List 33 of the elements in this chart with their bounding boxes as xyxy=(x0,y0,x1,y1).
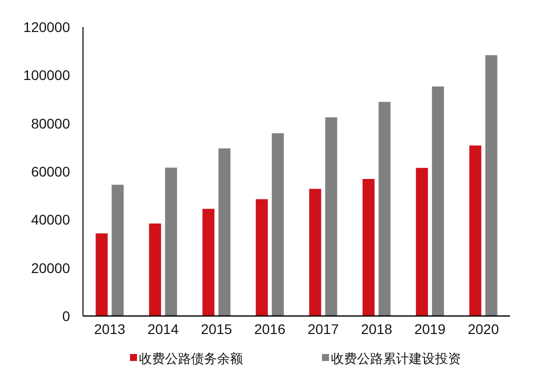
y-tick-label: 60000 xyxy=(31,164,70,180)
x-tick-label: 2013 xyxy=(94,321,126,337)
bar xyxy=(112,184,124,316)
bar xyxy=(485,55,498,316)
x-tick-label: 2015 xyxy=(200,321,232,337)
bar xyxy=(256,199,268,316)
x-tick-label: 2014 xyxy=(147,321,179,337)
bar xyxy=(165,168,178,316)
legend-label: 收费公路债务余额 xyxy=(139,351,243,366)
bar xyxy=(432,86,444,316)
bar xyxy=(218,148,230,316)
y-tick-label: 20000 xyxy=(31,260,70,276)
x-tick-label: 2020 xyxy=(468,321,500,337)
bar xyxy=(272,133,284,316)
bar xyxy=(309,188,322,316)
y-tick-label: 40000 xyxy=(31,212,70,228)
bar xyxy=(96,233,108,316)
x-tick-label: 2019 xyxy=(414,321,446,337)
y-tick-label: 100000 xyxy=(23,67,70,84)
x-tick-label: 2018 xyxy=(360,321,392,337)
legend-label: 收费公路累计建设投资 xyxy=(331,351,461,366)
bar xyxy=(416,168,428,316)
x-tick-label: 2017 xyxy=(308,321,339,337)
y-tick-label: 80000 xyxy=(31,115,70,132)
x-tick-label: 2016 xyxy=(254,321,286,337)
bar xyxy=(202,208,214,316)
bar xyxy=(149,224,162,316)
y-tick-label: 0 xyxy=(62,308,70,324)
bar xyxy=(469,145,482,316)
bar xyxy=(362,178,375,316)
y-tick-label: 120000 xyxy=(23,19,70,35)
bar xyxy=(378,102,391,316)
bar xyxy=(325,117,338,316)
